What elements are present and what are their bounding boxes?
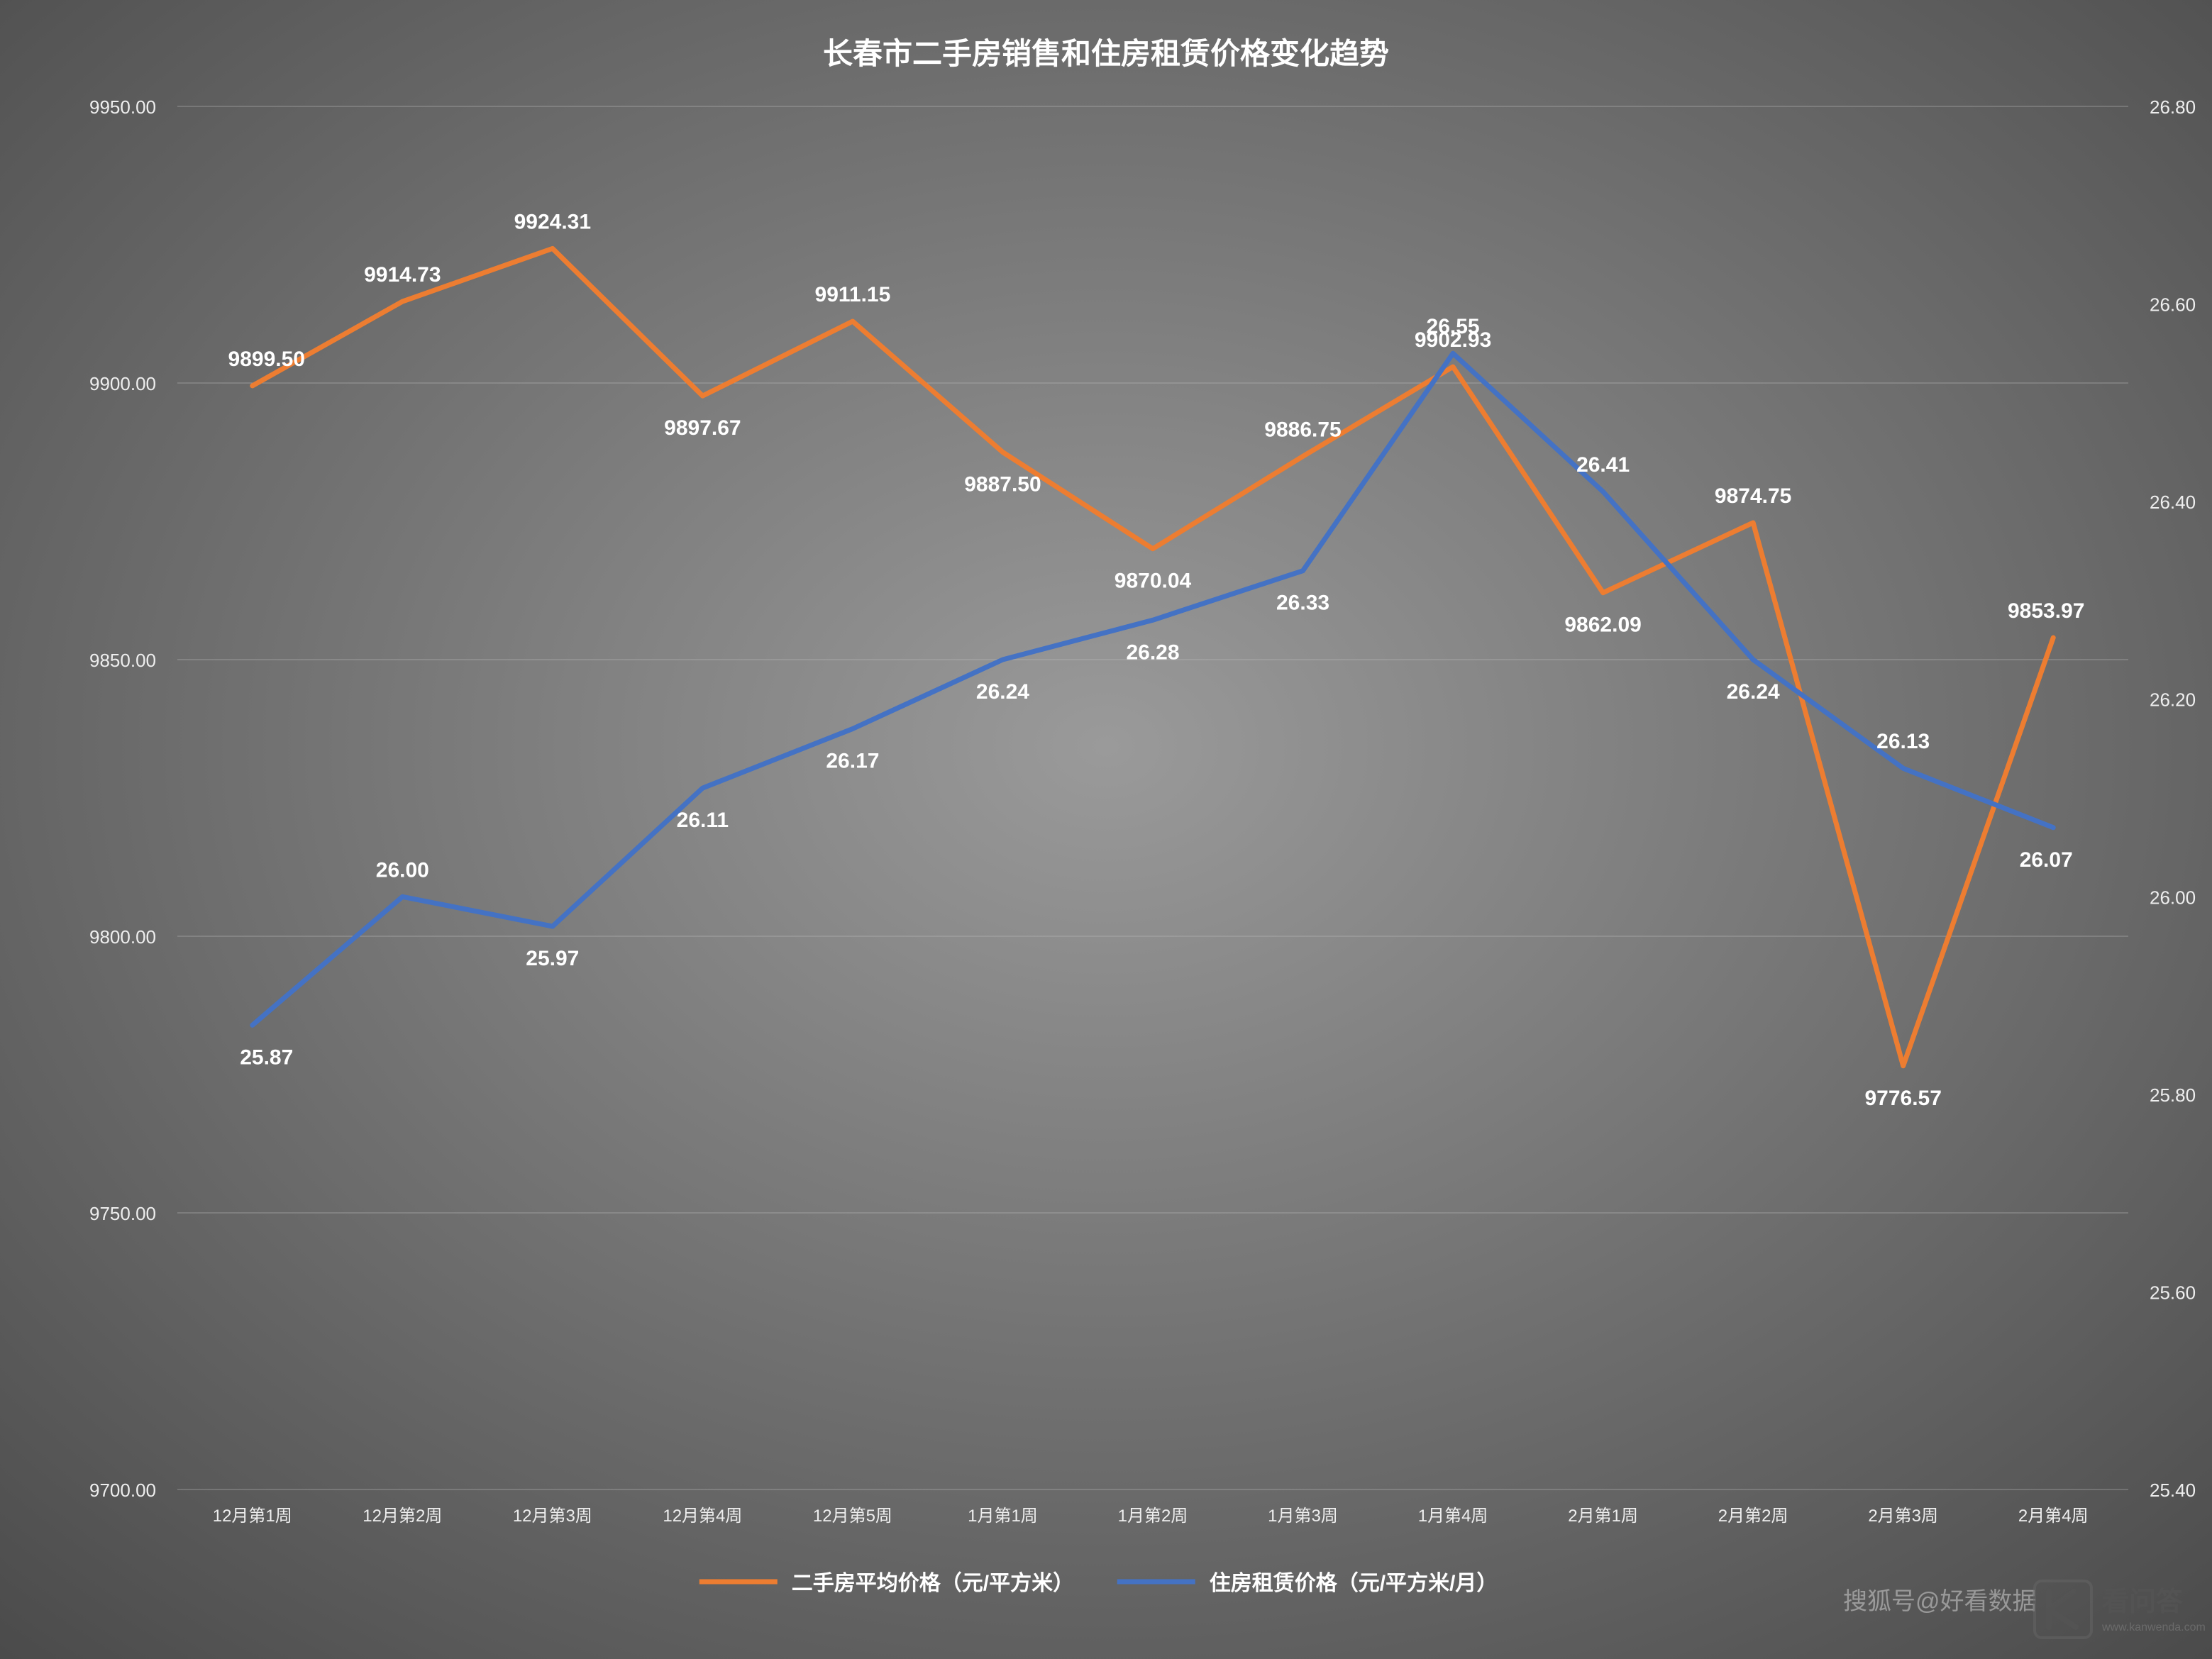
- rental-value-label: 26.24: [1727, 680, 1780, 704]
- x-category: 12月第2周: [363, 1507, 442, 1526]
- x-category: 12月第4周: [663, 1507, 742, 1526]
- y-left-tick: 9900.00: [89, 373, 156, 394]
- y-left-tick: 9750.00: [89, 1203, 156, 1224]
- y-left-tick: 9850.00: [89, 650, 156, 671]
- y-left-tick: 9700.00: [89, 1480, 156, 1501]
- secondhand-value-label: 9886.75: [1264, 418, 1341, 441]
- y-right-tick: 25.80: [2150, 1084, 2196, 1106]
- secondhand-value-label: 9853.97: [2008, 599, 2084, 623]
- secondhand-value-label: 9870.04: [1115, 570, 1192, 593]
- rental-value-label: 26.07: [2020, 848, 2073, 872]
- chart-container: 长春市二手房销售和住房租赁价格变化趋势 9700.00 9750.00 9800.00…: [0, 0, 2212, 1659]
- x-category: 2月第1周: [1568, 1507, 1638, 1526]
- rental-value-label: 25.87: [240, 1045, 293, 1069]
- x-category: 2月第2周: [1718, 1507, 1788, 1526]
- secondhand-value-label: 9897.67: [664, 416, 741, 440]
- secondhand-value-label: 9874.75: [1715, 484, 1791, 508]
- y-left-tick: 9800.00: [89, 926, 156, 948]
- secondhand-value-label: 9776.57: [1864, 1087, 1941, 1110]
- x-category: 1月第1周: [968, 1507, 1038, 1526]
- x-category: 12月第5周: [813, 1507, 892, 1526]
- rental-value-label: 26.33: [1276, 592, 1329, 615]
- y-right-tick: 26.80: [2150, 96, 2196, 118]
- chart-background: [0, 0, 2212, 1659]
- y-right-tick: 26.20: [2150, 689, 2196, 711]
- y-right-tick: 26.40: [2150, 492, 2196, 513]
- secondhand-value-label: 9911.15: [815, 283, 891, 306]
- y-right-tick: 26.60: [2150, 294, 2196, 316]
- x-category: 12月第3周: [513, 1507, 592, 1526]
- x-category: 2月第4周: [2018, 1507, 2089, 1526]
- chart-title: 长春市二手房销售和住房租赁价格变化趋势: [823, 37, 1389, 70]
- watermark-logo-text: 看问答: [2102, 1587, 2184, 1617]
- chart-svg: 长春市二手房销售和住房租赁价格变化趋势 9700.00 9750.00 9800.00…: [0, 0, 2212, 1659]
- rental-value-label: 26.00: [376, 858, 429, 882]
- secondhand-value-label: 9924.31: [514, 210, 591, 233]
- secondhand-value-label: 9862.09: [1564, 614, 1641, 637]
- watermark-source: 搜狐号@好看数据: [1843, 1588, 2037, 1615]
- x-category: 12月第1周: [213, 1507, 292, 1526]
- x-category: 1月第2周: [1118, 1507, 1188, 1526]
- rental-value-label: 26.11: [677, 809, 729, 832]
- secondhand-value-label: 9914.73: [364, 263, 441, 287]
- rental-value-label: 26.28: [1126, 640, 1179, 664]
- x-category: 1月第4周: [1418, 1507, 1488, 1526]
- secondhand-value-label: 9899.50: [228, 348, 305, 371]
- y-right-tick: 25.60: [2150, 1282, 2196, 1303]
- watermark-logo-sub: www.kanwenda.com: [2101, 1621, 2206, 1633]
- rental-value-label: 26.41: [1576, 453, 1630, 477]
- legend-label: 二手房平均价格（元/平方米）: [792, 1571, 1074, 1595]
- rental-value-label: 26.24: [976, 680, 1029, 704]
- rental-value-label: 25.97: [526, 947, 579, 970]
- y-right-tick: 26.00: [2150, 887, 2196, 908]
- y-right-tick: 25.40: [2150, 1480, 2196, 1501]
- rental-value-label: 26.13: [1876, 730, 1930, 753]
- legend-label: 住房租赁价格（元/平方米/月）: [1210, 1571, 1498, 1595]
- secondhand-value-label: 9887.50: [964, 473, 1041, 496]
- x-category: 2月第3周: [1868, 1507, 1938, 1526]
- rental-value-label: 26.17: [826, 750, 879, 773]
- y-left-tick: 9950.00: [89, 96, 156, 118]
- x-category: 1月第3周: [1268, 1507, 1338, 1526]
- rental-value-label: 26.55: [1427, 315, 1480, 338]
